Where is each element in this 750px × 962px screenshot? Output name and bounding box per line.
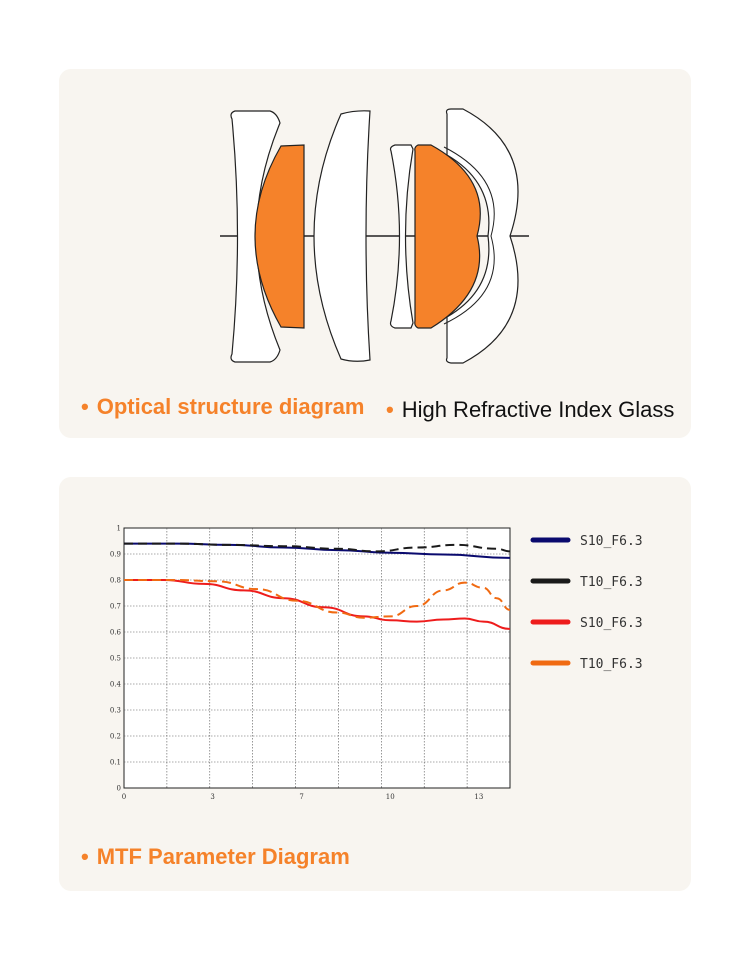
series-line-4 [124, 579, 511, 619]
x-tick-label: 0 [122, 793, 126, 801]
y-tick-label: 0.9 [110, 551, 121, 559]
legend-label: S10_F6.3 [580, 616, 643, 631]
bullet-icon: • [81, 844, 89, 869]
optical-subcaption-text: High Refractive Index Glass [401, 397, 675, 422]
y-tick-label: 1 [117, 525, 121, 533]
optical-subcaption: • High Refractive Index Glass [386, 397, 674, 423]
optical-structure-card: • Optical structure diagram • High Refract… [59, 69, 691, 438]
y-tick-label: 0.1 [110, 759, 121, 767]
legend-label: T10_F6.3 [580, 575, 643, 590]
x-tick-label: 10 [386, 793, 395, 801]
optical-caption: • Optical structure diagram [81, 394, 364, 420]
lens-element-4 [389, 144, 414, 329]
mtf-caption-text: MTF Parameter Diagram [96, 844, 350, 869]
series-line-3 [124, 579, 511, 630]
optical-structure-diagram [220, 108, 529, 364]
lens-element-6 [445, 108, 519, 364]
y-tick-label: 0.4 [110, 681, 122, 689]
y-tick-label: 0.2 [110, 733, 121, 741]
x-tick-label: 13 [474, 793, 483, 801]
x-tick-label: 7 [299, 793, 303, 801]
lens-element-3 [313, 110, 371, 362]
y-tick-label: 0 [117, 785, 121, 793]
mtf-caption: • MTF Parameter Diagram [81, 844, 350, 870]
series-line-2 [124, 542, 511, 553]
lens-element-6-inner-surface [443, 146, 495, 325]
y-tick-label: 0.8 [110, 577, 121, 585]
mtf-chart: 00.10.20.30.40.50.60.70.80.910 3 7 10 13S10_… [110, 525, 643, 802]
bullet-icon: • [386, 397, 394, 422]
lens-element-5-high-index [414, 144, 481, 329]
mtf-card: 0 0.1 0.2 0.3 0.4 0.5 0.6 0.7 0.8 0.9 1 0 3 7 10 13 S10_… [59, 477, 691, 891]
y-tick-label: 0.3 [110, 707, 121, 715]
y-tick-label: 0.6 [110, 629, 122, 637]
legend-label: T10_F6.3 [580, 657, 643, 672]
y-tick-label: 0.5 [110, 655, 121, 663]
bullet-icon: • [81, 394, 89, 419]
optical-caption-text: Optical structure diagram [96, 394, 365, 419]
y-tick-label: 0.7 [110, 603, 121, 611]
lens-element-2-high-index [254, 144, 305, 329]
legend-label: S10_F6.3 [580, 534, 643, 549]
x-tick-label: 3 [210, 793, 214, 801]
